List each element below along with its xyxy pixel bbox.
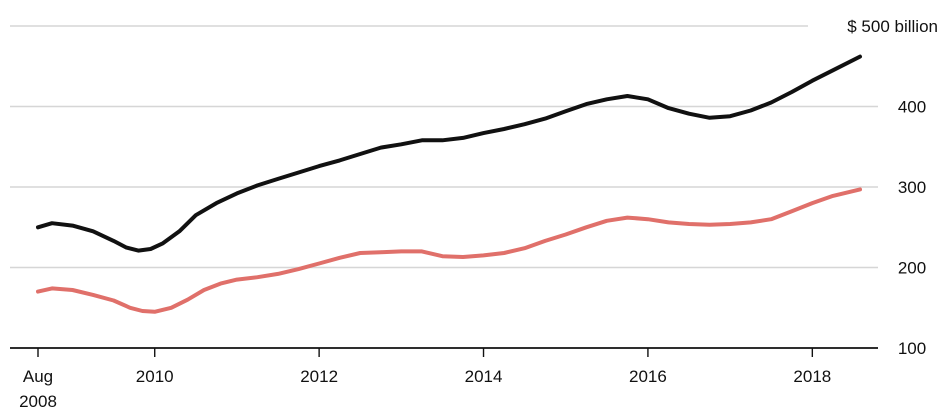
x-tick-sublabel-2008: 2008 <box>19 392 57 411</box>
x-tick-label-2014: 2014 <box>465 367 503 386</box>
y-tick-label-100: 100 <box>898 339 926 358</box>
y-tick-label-500: $ 500 billion <box>847 17 938 36</box>
x-axis <box>10 347 878 357</box>
series-layer <box>36 54 862 314</box>
y-tick-label-200: 200 <box>898 259 926 278</box>
y-tick-label-400: 400 <box>898 98 926 117</box>
x-tick-label-2010: 2010 <box>136 367 174 386</box>
x-tick-label-2012: 2012 <box>300 367 338 386</box>
series-line-1 <box>36 54 862 253</box>
y-tick-label-300: 300 <box>898 178 926 197</box>
x-axis-labels: Aug 2008 2010 2012 2014 2016 2018 <box>19 367 831 411</box>
x-tick-label-Aug: Aug <box>23 367 53 386</box>
x-tick-label-2016: 2016 <box>629 367 667 386</box>
x-tick-label-2018: 2018 <box>793 367 831 386</box>
y-axis-labels: 100 200 300 400 $ 500 billion <box>847 17 938 358</box>
grid <box>10 25 878 269</box>
series-line-2 <box>36 187 862 314</box>
